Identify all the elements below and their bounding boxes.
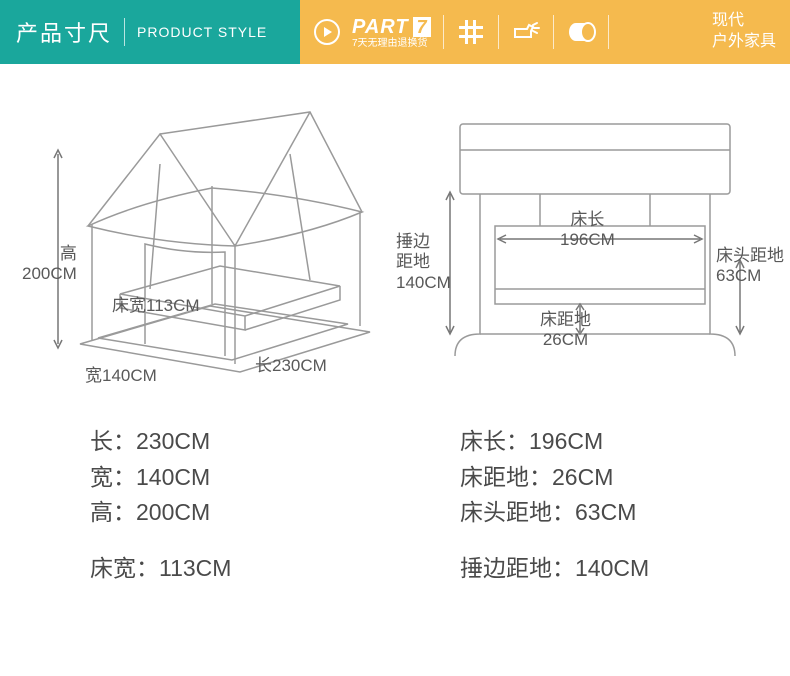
spec-line: 高：200CM [90, 495, 420, 531]
diagrams-row: 高 200CM 床宽113CM 宽140CM 长230CM [0, 64, 790, 394]
diagram-right: 床长 196CM 捶边 距地 140CM 床距地 26CM 床头距地 63CM [400, 94, 780, 394]
title-divider [124, 18, 125, 46]
play-icon [314, 19, 340, 45]
roll-icon [566, 17, 596, 47]
spec-line: 床距地：26CM [460, 460, 790, 496]
spec-line: 长：230CM [90, 424, 420, 460]
title-en: PRODUCT STYLE [137, 24, 267, 40]
header-divider [608, 15, 609, 49]
dim-length: 长230CM [255, 356, 327, 376]
spec-line: 床宽：113CM [90, 551, 420, 587]
dim-bed-width: 床宽113CM [112, 296, 200, 316]
dim-bed-length: 床长 196CM [560, 210, 615, 251]
diagram-left: 高 200CM 床宽113CM 宽140CM 长230CM [10, 94, 390, 394]
dim-width: 宽140CM [85, 366, 157, 386]
spec-line: 床长：196CM [460, 424, 790, 460]
header-divider [498, 15, 499, 49]
header-bar: 产品寸尺 PRODUCT STYLE PART 7 7天无理由退换货 现代 户外… [0, 0, 790, 64]
title-cn: 产品寸尺 [16, 16, 112, 48]
header-divider [553, 15, 554, 49]
header-left: 产品寸尺 PRODUCT STYLE [0, 0, 300, 64]
spec-col-left: 长：230CM宽：140CM高：200CM 床宽：113CM [0, 424, 420, 587]
spray-icon [511, 17, 541, 47]
grid-icon [456, 17, 486, 47]
brand-block: 现代 户外家具 [712, 11, 776, 53]
spec-col-right: 床长：196CM床距地：26CM床头距地：63CM 捶边距地：140CM [420, 424, 790, 587]
dim-head-ground: 床头距地 63CM [716, 246, 784, 287]
header-right: PART 7 7天无理由退换货 现代 户外家具 [300, 0, 790, 64]
part-block: PART 7 7天无理由退换货 [352, 16, 431, 49]
part-label: PART [352, 16, 409, 38]
spec-line: 捶边距地：140CM [460, 551, 790, 587]
brand-line2: 户外家具 [712, 32, 776, 53]
spec-line: 床头距地：63CM [460, 495, 790, 531]
spec-lists: 长：230CM宽：140CM高：200CM 床宽：113CM 床长：196CM床距… [0, 394, 790, 587]
dim-bed-ground: 床距地 26CM [540, 310, 591, 351]
dim-height: 高 200CM [22, 244, 77, 285]
dim-side-ground: 捶边 距地 140CM [396, 232, 451, 293]
part-subtitle: 7天无理由退换货 [352, 38, 431, 49]
part-number: 7 [413, 17, 431, 37]
header-divider [443, 15, 444, 49]
brand-line1: 现代 [712, 11, 776, 32]
spec-line: 宽：140CM [90, 460, 420, 496]
